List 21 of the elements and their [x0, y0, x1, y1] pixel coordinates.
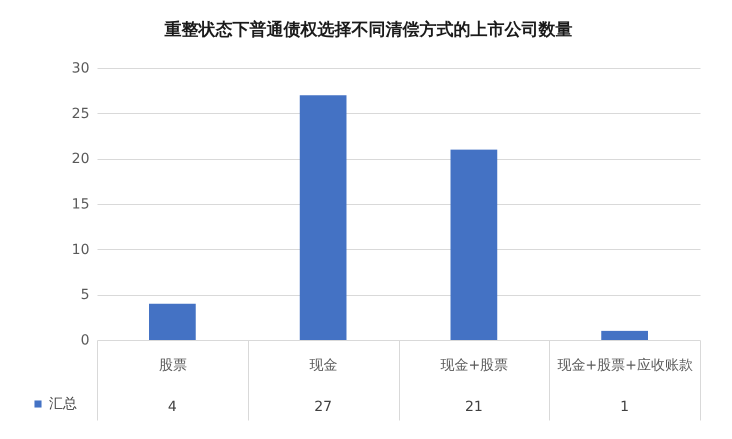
y-tick-label: 15	[72, 196, 90, 212]
y-tick-label: 0	[80, 332, 90, 348]
bar	[149, 304, 196, 340]
y-tick-label: 20	[72, 151, 90, 168]
chart-title: 重整状态下普通债权选择不同清偿方式的上市公司数量	[164, 19, 572, 40]
legend-label: 汇总	[49, 396, 77, 412]
data-label: 1	[620, 399, 630, 415]
bar	[601, 330, 648, 340]
x-tick-label: 股票	[158, 358, 187, 374]
y-tick-label: 10	[72, 242, 90, 258]
y-tick-label: 5	[80, 287, 90, 304]
bar	[300, 95, 346, 340]
x-tick-label: 现金+股票+应收账款	[557, 358, 693, 374]
y-tick-label: 30	[72, 60, 90, 76]
data-label: 21	[464, 399, 483, 415]
x-tick-label: 现金+股票	[440, 358, 508, 374]
data-label: 4	[168, 399, 177, 415]
y-tick-label: 25	[72, 106, 90, 122]
data-label: 27	[314, 399, 332, 415]
bar	[450, 150, 498, 340]
x-tick-label: 现金	[310, 358, 338, 374]
